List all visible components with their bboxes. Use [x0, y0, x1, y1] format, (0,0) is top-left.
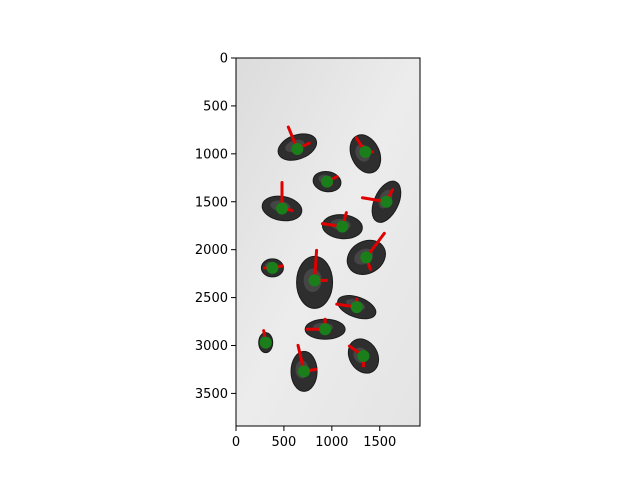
centroid-point-5 [276, 202, 288, 215]
y-tick-label: 2000 [195, 243, 228, 258]
centroid-point-9 [308, 274, 321, 287]
y-tick-label: 500 [203, 99, 228, 114]
plot-frame [235, 57, 421, 427]
centroid-point-1 [291, 143, 304, 156]
centroid-point-8 [266, 261, 279, 274]
y-tick-label: 3500 [195, 387, 228, 402]
x-tick-label: 0 [232, 435, 240, 450]
centroid-point-3 [321, 175, 334, 188]
x-tick-label: 500 [272, 435, 297, 450]
centroid-layer [259, 143, 393, 378]
centroid-point-11 [319, 323, 332, 336]
image-background [236, 58, 420, 426]
centroid-point-12 [259, 336, 272, 349]
x-tick-label: 1500 [363, 435, 396, 450]
centroid-point-2 [359, 145, 372, 158]
y-tick-label: 3000 [195, 339, 228, 354]
centroid-point-14 [298, 365, 311, 378]
y-tick-label: 1500 [195, 195, 228, 210]
centroid-point-6 [336, 220, 349, 233]
centroid-point-7 [360, 251, 373, 264]
centroid-point-4 [380, 195, 393, 208]
x-axis: 0 500 1000 1500 [232, 426, 396, 450]
y-tick-label: 2500 [195, 291, 228, 306]
x-tick-label: 1000 [315, 435, 348, 450]
centroid-point-10 [350, 301, 363, 314]
y-tick-label: 0 [220, 52, 228, 67]
y-axis: 0 500 1000 1500 2000 2500 3000 3500 [195, 52, 236, 402]
centroid-point-13 [357, 350, 370, 363]
y-tick-label: 1000 [195, 147, 228, 162]
